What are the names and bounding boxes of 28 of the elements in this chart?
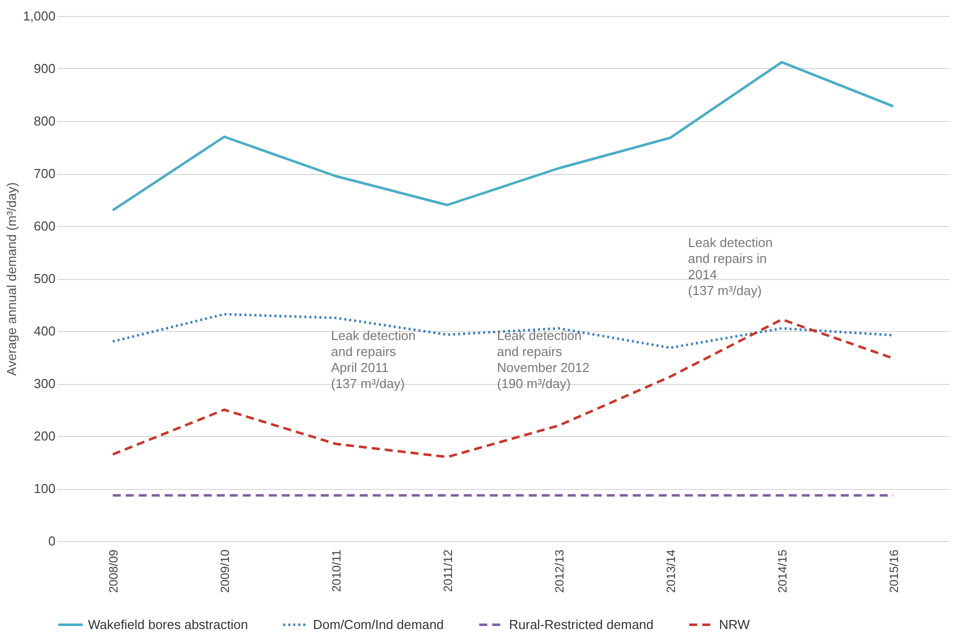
annotation: Leak detection and repairs in 2014 (137 m³/day) bbox=[688, 235, 773, 298]
line-series bbox=[112, 60, 894, 212]
y-tick-label: 200 bbox=[34, 428, 56, 444]
x-tick-label: 2012/13 bbox=[552, 549, 566, 593]
y-tick-label: 500 bbox=[34, 271, 56, 286]
y-tick-label: 100 bbox=[34, 481, 56, 496]
x-tick-label: 2008/09 bbox=[106, 549, 120, 593]
x-tick-label: 2010/11 bbox=[329, 549, 344, 592]
x-tick-label: 2013/14 bbox=[664, 549, 678, 593]
y-tick-label: 0 bbox=[48, 534, 56, 548]
y-tick-label: 1,000 bbox=[22, 8, 56, 24]
legend-label: Rural-Restricted demand bbox=[509, 616, 654, 632]
y-tick-label: 900 bbox=[34, 61, 56, 76]
x-tick-label: 2011/12 bbox=[440, 549, 455, 592]
x-tick-label: 2015/16 bbox=[886, 549, 901, 593]
x-tick-label: 2009/10 bbox=[218, 549, 232, 593]
y-tick-label: 300 bbox=[34, 376, 56, 391]
x-tick-label: 2014/15 bbox=[775, 549, 790, 593]
y-tick-label: 800 bbox=[34, 114, 56, 128]
y-tick-label: 700 bbox=[34, 166, 56, 181]
annotation: Leak detection and repairs April 2011 (137 m³/day) bbox=[331, 328, 416, 391]
legend-label: NRW bbox=[719, 616, 751, 632]
y-tick-label: 400 bbox=[34, 324, 56, 338]
legend-label: Wakefield bores abstraction bbox=[88, 616, 248, 632]
legend-label: Dom/Com/Ind demand bbox=[313, 616, 444, 632]
annotation: Leak detection and repairs November 2012 (190 m³/day) bbox=[497, 328, 590, 391]
y-axis-title: Average annual demand (m³/day) bbox=[4, 182, 19, 376]
y-tick-label: 600 bbox=[34, 218, 56, 234]
